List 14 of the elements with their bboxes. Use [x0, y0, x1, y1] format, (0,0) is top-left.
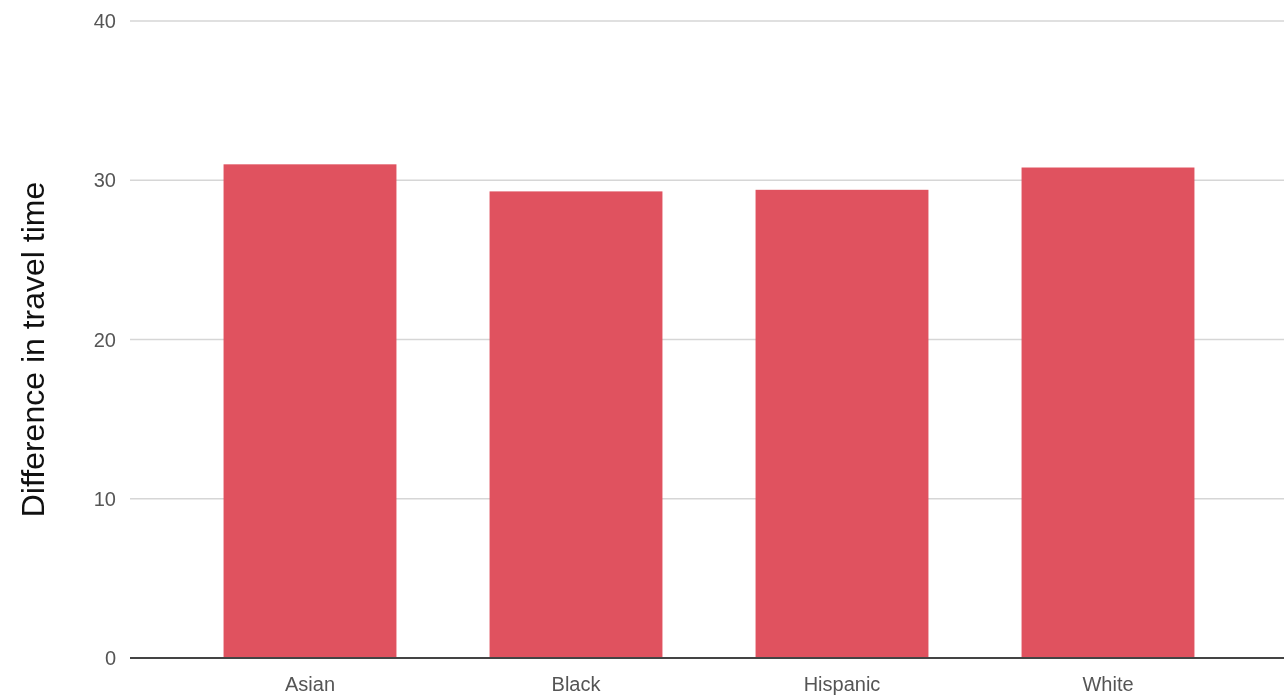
bar: [489, 191, 663, 658]
y-tick-label: 30: [93, 169, 116, 192]
y-tick-label: 10: [93, 487, 116, 510]
y-tick-label: 40: [93, 10, 116, 32]
bar: [755, 189, 929, 658]
bar: [1021, 167, 1195, 658]
x-tick-label: Black: [551, 673, 602, 695]
x-tick-label: Asian: [284, 673, 336, 695]
x-tick-label: Hispanic: [803, 673, 881, 695]
x-tick-label: White: [1082, 673, 1134, 695]
y-tick-label: 0: [104, 647, 116, 669]
y-tick-label: 20: [93, 328, 116, 351]
y-axis-title: Difference in travel time: [15, 181, 51, 518]
bar: [223, 164, 397, 658]
